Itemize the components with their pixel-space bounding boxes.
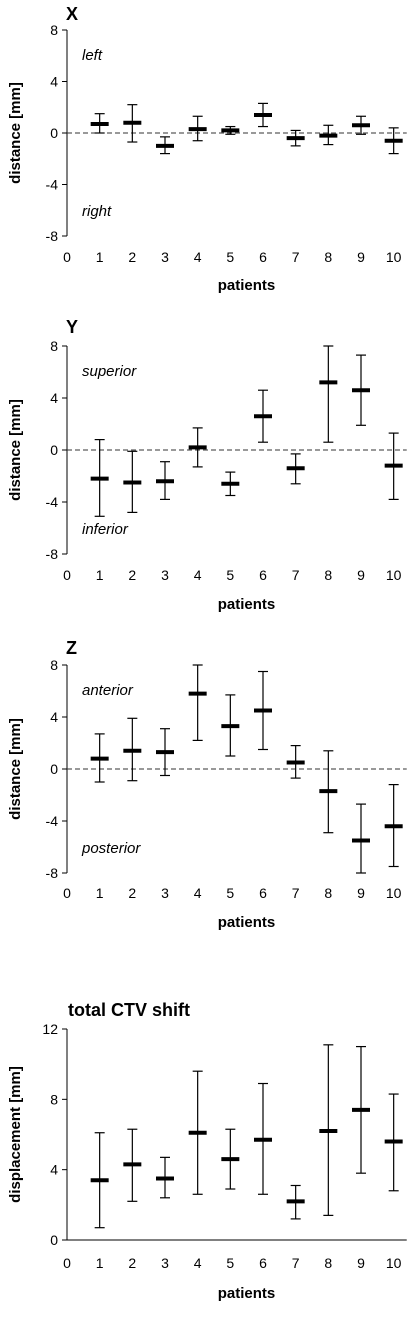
panel-3-y-tick-label: 4 [50, 709, 58, 725]
panel-2-y-tick-label: -4 [46, 494, 59, 510]
panel-3-x-tick-label: 3 [161, 885, 169, 901]
panel-1-x-tick-label: 3 [161, 249, 169, 265]
panel-3-y-tick-label: 8 [50, 657, 58, 673]
panel-3-x-tick-label: 6 [259, 885, 267, 901]
panel-4-y-axis-title: displacement [mm] [7, 1066, 24, 1203]
panel-1-x-axis-title: patients [218, 277, 276, 294]
panel-4-x-axis-title: patients [218, 1285, 276, 1302]
panel-4-title: total CTV shift [68, 1000, 190, 1020]
panel-1-x-tick-label: 9 [357, 249, 365, 265]
panel-3-x-tick-label: 1 [96, 885, 104, 901]
panel-2-x-tick-label: 0 [63, 567, 71, 583]
panel-1-x-tick-label: 6 [259, 249, 267, 265]
panel-4-y-tick-label: 4 [50, 1162, 58, 1178]
panel-4-x-tick-label: 10 [386, 1255, 402, 1271]
panel-4-x-tick-label: 6 [259, 1255, 267, 1271]
panel-4-x-tick-label: 4 [194, 1255, 202, 1271]
panel-4-y-tick-label: 8 [50, 1091, 58, 1107]
panel-3-y-tick-label: -4 [46, 813, 59, 829]
panel-2-y-axis-title: distance [mm] [7, 399, 24, 501]
panel-2-x-axis-title: patients [218, 596, 276, 613]
panel-3-y-axis-title: distance [mm] [7, 718, 24, 820]
panel-3-x-tick-label: 4 [194, 885, 202, 901]
panel-1-y-tick-label: 0 [50, 125, 58, 141]
panel-1-y-axis-title: distance [mm] [7, 82, 24, 184]
panel-2-x-tick-label: 10 [386, 567, 402, 583]
panel-2-x-tick-label: 1 [96, 567, 104, 583]
panel-2-x-tick-label: 2 [128, 567, 136, 583]
panel-2-x-tick-label: 4 [194, 567, 202, 583]
panel-1-x-tick-label: 1 [96, 249, 104, 265]
panel-4-y-tick-label: 0 [50, 1232, 58, 1248]
panel-3-x-tick-label: 7 [292, 885, 300, 901]
panel-2-x-tick-label: 5 [226, 567, 234, 583]
panel-4-x-tick-label: 3 [161, 1255, 169, 1271]
panel-3-x-axis-title: patients [218, 914, 276, 931]
panel-1-y-tick-label: 8 [50, 22, 58, 38]
panel-3-y-tick-label: 0 [50, 761, 58, 777]
panel-1-y-tick-label: -8 [46, 228, 59, 244]
panel-2-title: Y [66, 317, 78, 337]
panel-4-x-tick-label: 1 [96, 1255, 104, 1271]
panel-1-annotation: left [82, 47, 103, 64]
panel-1-x-tick-label: 5 [226, 249, 234, 265]
panel-1-y-tick-label: 4 [50, 74, 58, 90]
panel-1-title: X [66, 4, 78, 24]
panel-1-x-tick-label: 4 [194, 249, 202, 265]
panel-1-annotation: right [82, 203, 112, 220]
panel-4-x-tick-label: 9 [357, 1255, 365, 1271]
panel-1-y-tick-label: -4 [46, 177, 59, 193]
panel-3-x-tick-label: 0 [63, 885, 71, 901]
panel-1-x-tick-label: 8 [324, 249, 332, 265]
panel-2-y-tick-label: 0 [50, 442, 58, 458]
panel-2-x-tick-label: 8 [324, 567, 332, 583]
panel-2-annotation: inferior [82, 521, 129, 538]
panel-3-x-tick-label: 2 [128, 885, 136, 901]
panel-3-x-tick-label: 8 [324, 885, 332, 901]
panel-1-x-tick-label: 0 [63, 249, 71, 265]
panel-3-annotation: posterior [81, 840, 141, 857]
panel-2-x-tick-label: 9 [357, 567, 365, 583]
panel-2-y-tick-label: 8 [50, 338, 58, 354]
panel-1-x-tick-label: 7 [292, 249, 300, 265]
panel-3-x-tick-label: 10 [386, 885, 402, 901]
panel-1-x-tick-label: 2 [128, 249, 136, 265]
panel-2-y-tick-label: -8 [46, 546, 59, 562]
panel-2-annotation: superior [82, 363, 137, 380]
panel-2-x-tick-label: 6 [259, 567, 267, 583]
panel-4-x-tick-label: 0 [63, 1255, 71, 1271]
panel-4-x-tick-label: 2 [128, 1255, 136, 1271]
panel-3-y-tick-label: -8 [46, 865, 59, 881]
panel-4-x-tick-label: 8 [324, 1255, 332, 1271]
panel-3-x-tick-label: 5 [226, 885, 234, 901]
panel-1-x-tick-label: 10 [386, 249, 402, 265]
panel-2-y-tick-label: 4 [50, 390, 58, 406]
panel-3-title: Z [66, 638, 77, 658]
panel-4-x-tick-label: 5 [226, 1255, 234, 1271]
panel-2-x-tick-label: 7 [292, 567, 300, 583]
panel-4-x-tick-label: 7 [292, 1255, 300, 1271]
panel-4-y-tick-label: 12 [42, 1021, 58, 1037]
panel-3-x-tick-label: 9 [357, 885, 365, 901]
panel-3-annotation: anterior [82, 682, 134, 699]
panel-2-x-tick-label: 3 [161, 567, 169, 583]
